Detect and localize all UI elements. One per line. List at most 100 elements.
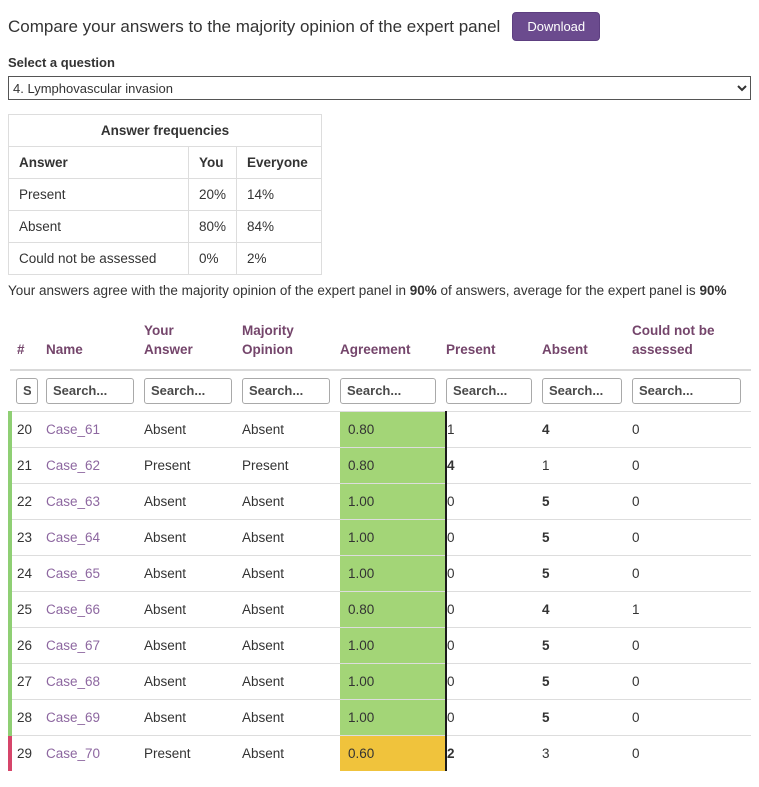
case-link[interactable]: Case_68 <box>46 673 101 689</box>
agreement-note-text: Your answers agree with the majority opi… <box>8 283 410 298</box>
cell-majority-opinion: Absent <box>242 565 285 581</box>
table-row: 20 Case_61 Absent Absent 0.80 1 4 0 <box>8 411 751 448</box>
cell-num: 24 <box>8 555 46 592</box>
case-link[interactable]: Case_61 <box>46 421 101 437</box>
cell-your-answer: Absent <box>144 601 187 617</box>
results-search-row <box>10 370 751 412</box>
case-link[interactable]: Case_65 <box>46 565 101 581</box>
cell-absent: 1 <box>542 457 550 473</box>
search-input-your-answer[interactable] <box>144 377 232 404</box>
frequency-you: 80% <box>187 210 238 243</box>
cell-absent: 5 <box>542 529 550 545</box>
frequency-row: Could not be assessed 0% 2% <box>8 242 323 275</box>
cell-num: 23 <box>8 519 46 556</box>
cell-agreement: 0.80 <box>340 447 447 484</box>
search-input-name[interactable] <box>46 377 134 404</box>
answer-frequencies-table: Answer frequencies Answer You Everyone P… <box>7 114 323 275</box>
cell-absent: 3 <box>542 745 550 761</box>
search-input-agreement[interactable] <box>340 377 436 404</box>
cell-majority-opinion: Absent <box>242 637 285 653</box>
case-link[interactable]: Case_69 <box>46 709 101 725</box>
cell-could-not-be-assessed: 0 <box>632 493 640 509</box>
search-input-absent[interactable] <box>542 377 622 404</box>
case-link[interactable]: Case_64 <box>46 529 101 545</box>
cell-name: Case_63 <box>46 483 144 519</box>
cell-present: 0 <box>447 637 455 653</box>
cell-present: 0 <box>447 709 455 725</box>
frequency-answer: Present <box>8 178 189 211</box>
cell-agreement: 1.00 <box>340 663 447 700</box>
cell-present: 2 <box>447 745 455 761</box>
question-select-label: Select a question <box>8 55 115 70</box>
cell-present: 0 <box>447 673 455 689</box>
cell-majority-opinion: Absent <box>242 673 285 689</box>
cell-majority-opinion: Absent <box>242 421 285 437</box>
case-link[interactable]: Case_67 <box>46 637 101 653</box>
frequency-answer: Absent <box>8 210 189 243</box>
cell-absent: 5 <box>542 637 550 653</box>
cell-num: 25 <box>8 591 46 628</box>
cell-absent: 4 <box>542 601 550 617</box>
cell-could-not-be-assessed: 0 <box>632 565 640 581</box>
cell-could-not-be-assessed: 0 <box>632 529 640 545</box>
cell-your-answer: Absent <box>144 421 187 437</box>
frequency-everyone: 2% <box>236 242 323 275</box>
search-input-num[interactable] <box>16 377 38 404</box>
column-header-name: Name <box>46 317 144 371</box>
cell-majority-opinion: Absent <box>242 529 285 545</box>
cell-agreement: 1.00 <box>340 627 447 664</box>
cell-num: 26 <box>8 627 46 664</box>
cell-agreement: 0.80 <box>340 591 447 628</box>
case-link[interactable]: Case_63 <box>46 493 101 509</box>
cell-could-not-be-assessed: 0 <box>632 457 640 473</box>
case-link[interactable]: Case_66 <box>46 601 101 617</box>
table-row: 28 Case_69 Absent Absent 1.00 0 5 0 <box>8 699 751 736</box>
search-input-majority-opinion[interactable] <box>242 377 330 404</box>
cell-majority-opinion: Absent <box>242 745 285 761</box>
cell-could-not-be-assessed: 0 <box>632 673 640 689</box>
cell-your-answer: Present <box>144 745 191 761</box>
cell-num: 29 <box>8 735 46 771</box>
table-row: 22 Case_63 Absent Absent 1.00 0 5 0 <box>8 483 751 520</box>
frequencies-col-you: You <box>187 146 238 179</box>
results-table-body: 20 Case_61 Absent Absent 0.80 1 4 0 2 1 Case_62 Pre… <box>8 411 751 771</box>
cell-agreement: 1.00 <box>340 699 447 736</box>
question-select[interactable]: 4. Lymphovascular invasion <box>8 76 751 100</box>
cell-present: 0 <box>447 493 455 509</box>
agreement-note: Your answers agree with the majority opi… <box>8 281 751 302</box>
column-header-agreement: Agreement <box>340 317 446 371</box>
frequency-everyone: 14% <box>236 178 323 211</box>
column-header-absent: Absent <box>542 317 632 371</box>
page-title: Compare your answers to the majority opi… <box>8 16 501 36</box>
cell-agreement: 1.00 <box>340 519 447 556</box>
download-button[interactable]: Download <box>512 12 601 41</box>
case-link[interactable]: Case_70 <box>46 745 101 761</box>
cell-absent: 5 <box>542 709 550 725</box>
cell-name: Case_68 <box>46 663 144 699</box>
frequency-row: Present 20% 14% <box>8 178 323 211</box>
column-header-could-not-be-assessed: Could not be assessed <box>632 317 751 371</box>
frequency-everyone: 84% <box>236 210 323 243</box>
frequencies-col-answer: Answer <box>8 146 189 179</box>
cell-could-not-be-assessed: 1 <box>632 601 640 617</box>
frequency-answer: Could not be assessed <box>8 242 189 275</box>
cell-majority-opinion: Absent <box>242 601 285 617</box>
cell-present: 4 <box>447 457 455 473</box>
cell-num: 22 <box>8 483 46 520</box>
cell-name: Case_62 <box>46 447 144 483</box>
frequency-you: 20% <box>187 178 238 211</box>
cell-present: 0 <box>447 565 455 581</box>
cell-could-not-be-assessed: 0 <box>632 745 640 761</box>
search-input-present[interactable] <box>446 377 532 404</box>
search-input-could-not-be-assessed[interactable] <box>632 377 741 404</box>
your-agreement-pct: 90% <box>409 283 437 298</box>
cell-num: 20 <box>8 411 46 448</box>
table-row: 21 Case_62 Present Present 0.80 4 1 0 <box>8 447 751 484</box>
cell-absent: 5 <box>542 565 550 581</box>
cell-num: 28 <box>8 699 46 736</box>
case-link[interactable]: Case_62 <box>46 457 101 473</box>
cell-your-answer: Present <box>144 457 191 473</box>
frequencies-title: Answer frequencies <box>7 114 323 147</box>
cell-your-answer: Absent <box>144 637 187 653</box>
cell-name: Case_67 <box>46 627 144 663</box>
